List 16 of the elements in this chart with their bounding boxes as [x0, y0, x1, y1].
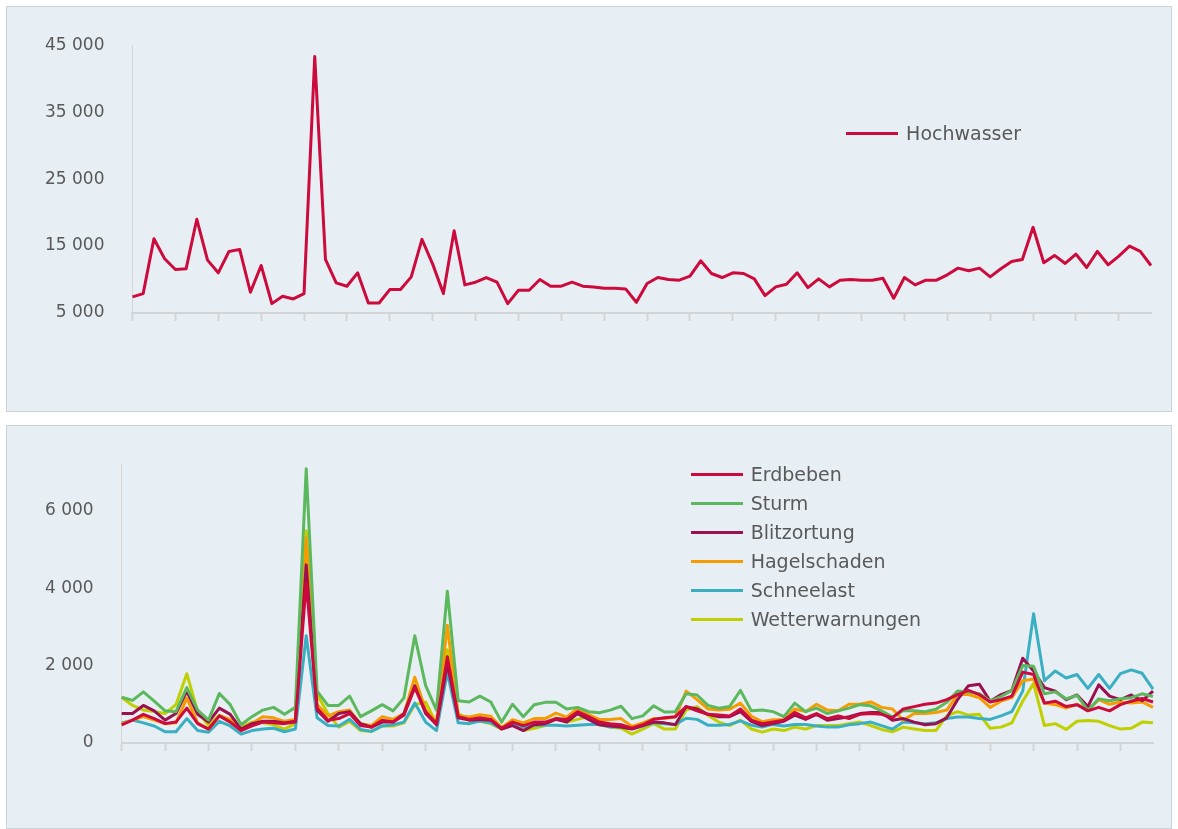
y-tick-label: 0 [82, 731, 94, 752]
legend-label: Hochwasser [906, 121, 1021, 146]
legend-label: Wetterwarnungen [750, 607, 921, 632]
legend-label: Blitzortung [750, 520, 855, 545]
y-tick-label: 4 000 [45, 576, 94, 597]
y-tick-label: 15 000 [45, 234, 105, 255]
y-tick-label: 25 000 [45, 167, 105, 188]
legend-label: Hagelschaden [750, 549, 886, 574]
legend-label: Erdbeben [750, 462, 842, 487]
y-tick-label: 35 000 [45, 100, 105, 121]
legend-label: Sturm [750, 491, 809, 516]
y-tick-label: 2 000 [45, 653, 94, 674]
legend-label: Schneelast [750, 578, 855, 603]
y-tick-label: 5 000 [55, 301, 105, 322]
y-tick-label: 45 000 [45, 33, 105, 54]
y-tick-label: 6 000 [45, 499, 94, 520]
